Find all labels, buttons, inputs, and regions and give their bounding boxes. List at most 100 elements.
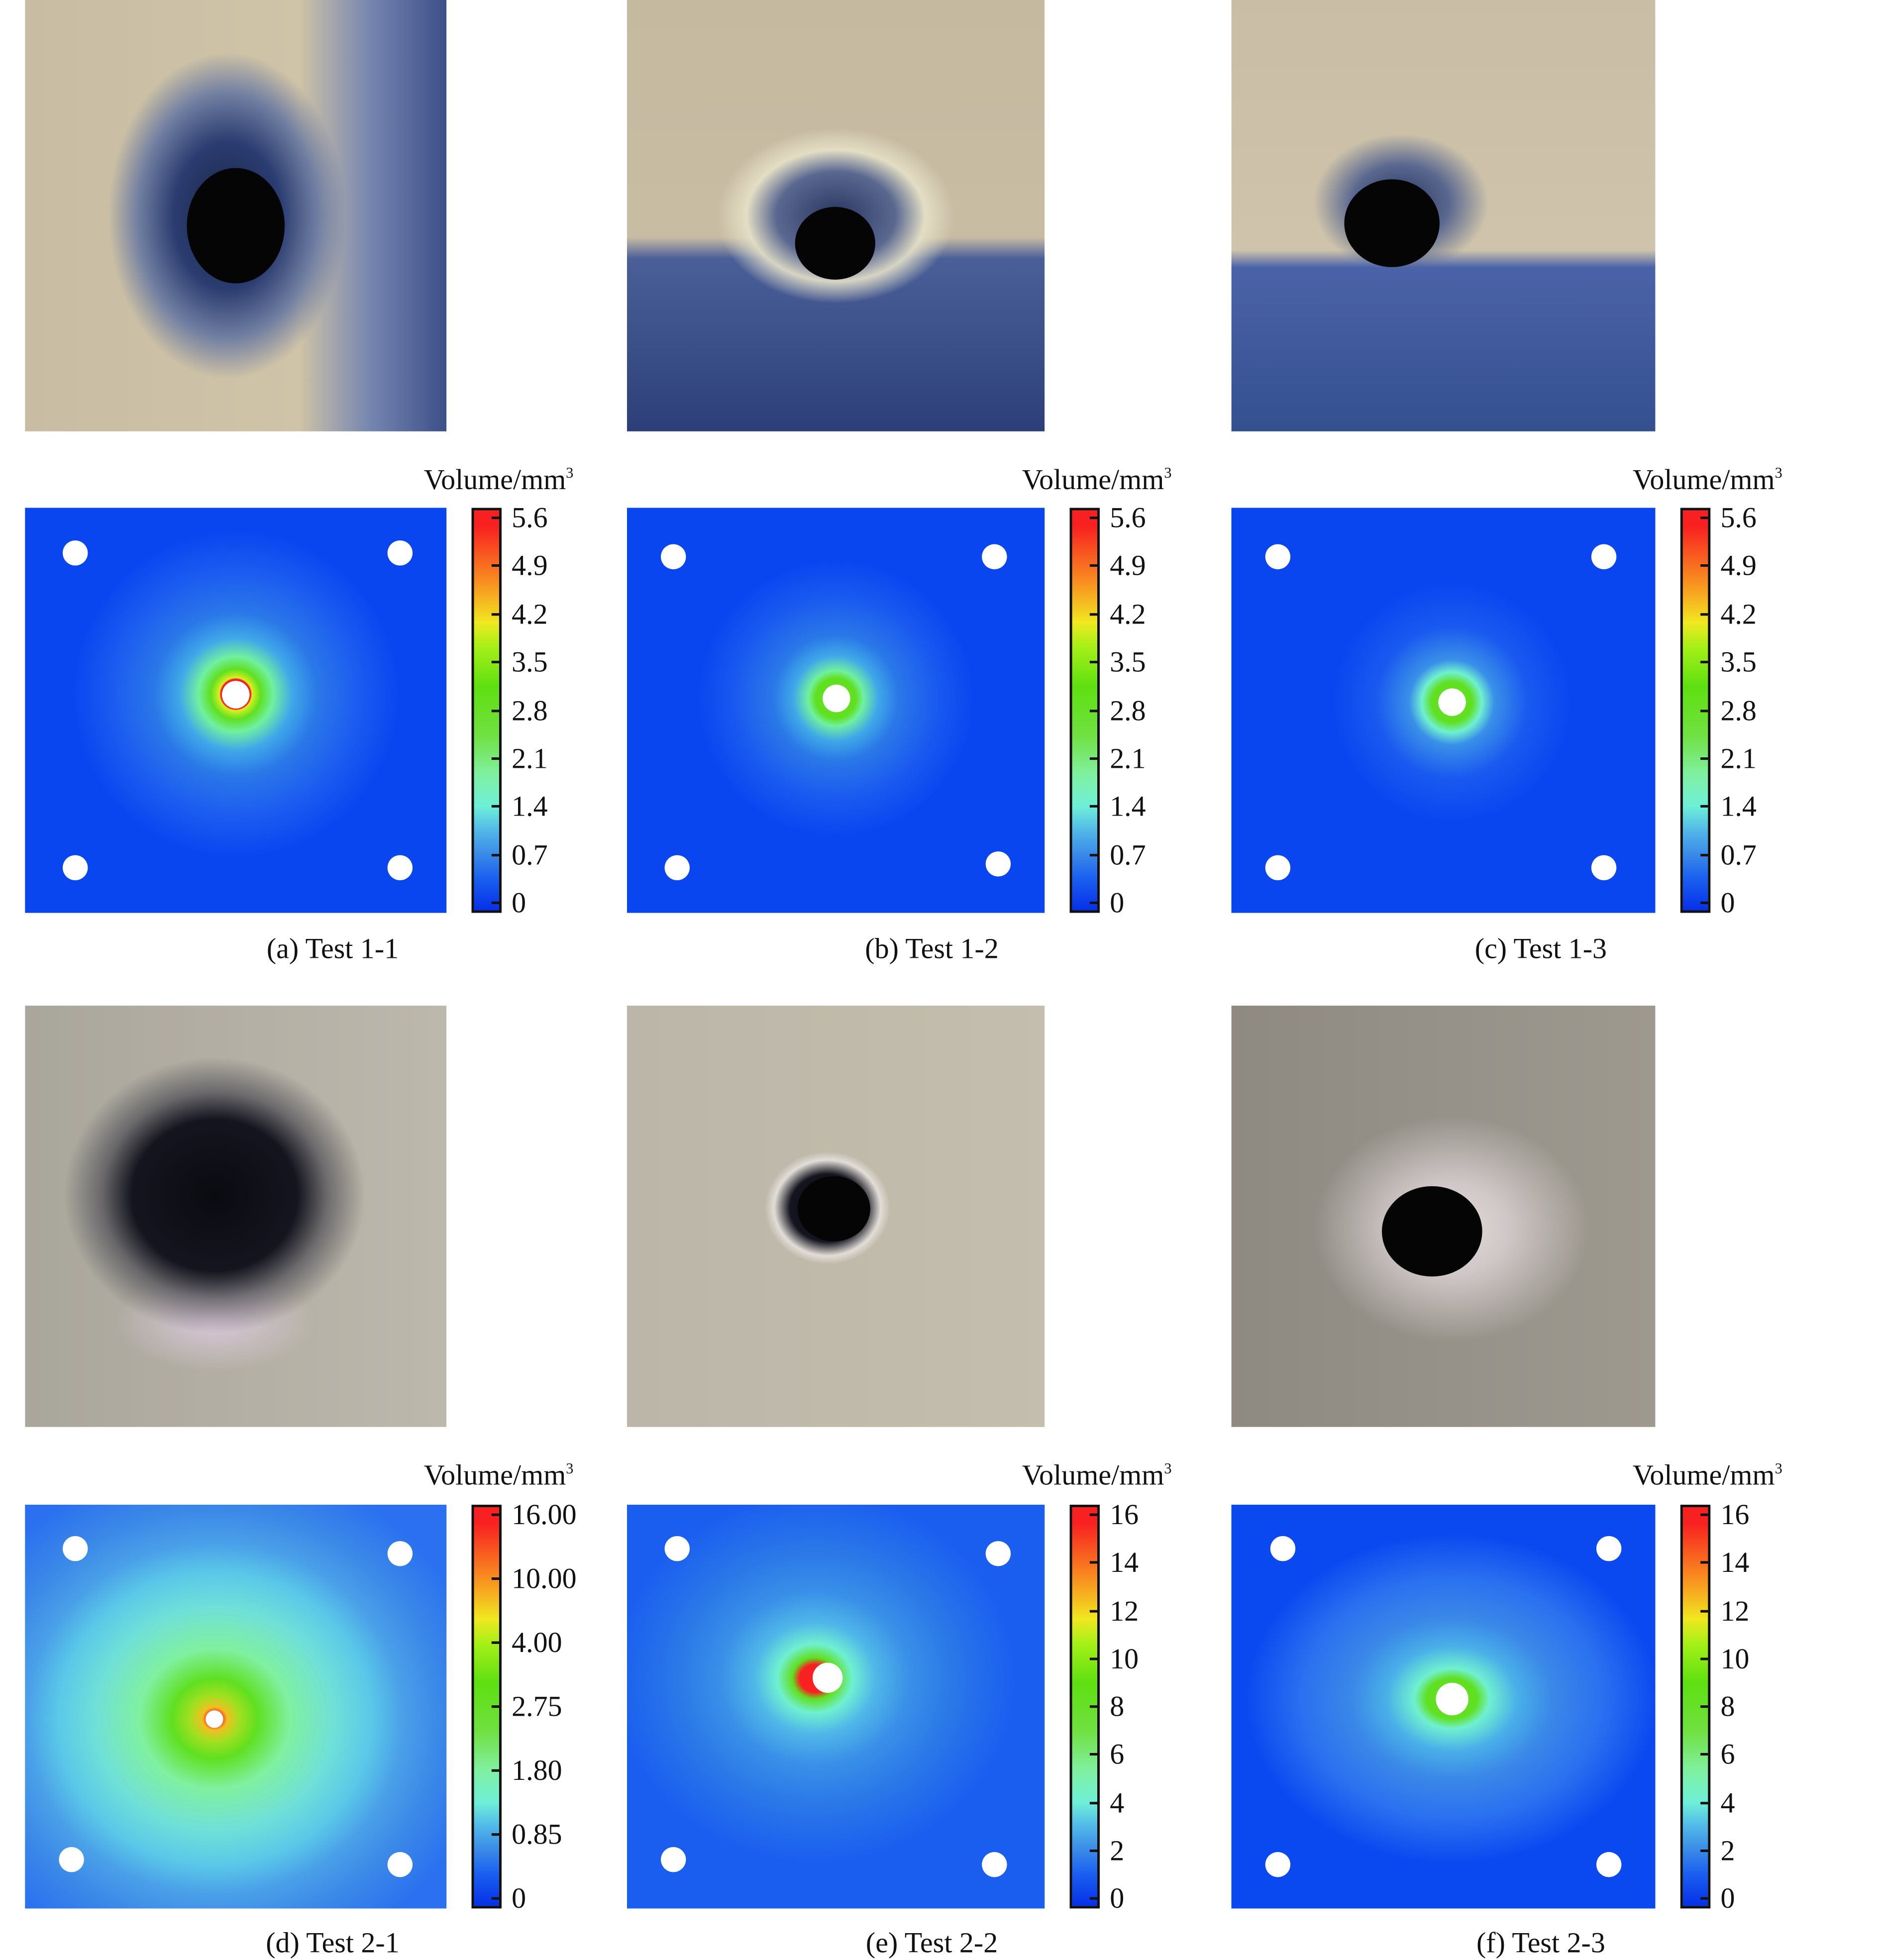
colorbar-tick: [1700, 1849, 1708, 1852]
bolt-hole: [387, 1851, 413, 1877]
colorbar-tick-label: 2.8: [512, 695, 548, 726]
perforation-hole: [797, 1176, 870, 1241]
impact-hole: [822, 684, 850, 712]
colorbar-tick-label: 4.9: [1110, 550, 1146, 582]
colorbar-tick: [1089, 613, 1097, 616]
colorbar-tick-label: 10.00: [512, 1563, 577, 1595]
bolt-hole: [387, 539, 413, 565]
colorbar-tick: [1700, 1753, 1708, 1756]
colorbar-tick: [1700, 901, 1708, 904]
colorbar-title: Volume/mm3: [423, 1459, 574, 1491]
panel-caption: (e) Test 2-2: [865, 1927, 998, 1959]
bolt-hole: [986, 851, 1012, 877]
bolt-hole: [982, 544, 1007, 569]
perforation-hole: [1344, 179, 1440, 267]
volume-contour-map: [627, 1505, 1045, 1909]
colorbar-tick-label: 0: [512, 887, 526, 919]
bolt-hole: [63, 855, 89, 881]
bolt-hole: [664, 855, 690, 881]
bolt-hole: [1265, 855, 1291, 881]
colorbar-tick-label: 8: [1110, 1691, 1125, 1723]
impact-hole: [812, 1663, 843, 1694]
colorbar-tick: [1700, 516, 1708, 519]
bolt-hole: [1596, 1537, 1621, 1562]
colorbar-tick: [1089, 661, 1097, 664]
bolt-hole: [660, 1847, 686, 1873]
colorbar-tick-label: 12: [1110, 1595, 1139, 1627]
volume-contour-map: [25, 1505, 447, 1909]
colorbar-tick: [1089, 901, 1097, 904]
colorbar-tick: [491, 1705, 499, 1708]
perforation-hole: [795, 206, 875, 280]
specimen-photo: [25, 1006, 447, 1427]
colorbar-tick: [491, 1833, 499, 1836]
colorbar-tick-label: 4.00: [512, 1627, 562, 1658]
colorbar-tick: [491, 805, 499, 808]
colorbar-title-superscript: 3: [566, 464, 574, 482]
colorbar-tick: [491, 613, 499, 616]
colorbar-tick-label: 10: [1720, 1643, 1750, 1674]
panel-caption: (f) Test 2-3: [1476, 1927, 1605, 1959]
colorbar-tick-label: 4.9: [512, 550, 548, 582]
colorbar-tick: [491, 1897, 499, 1900]
colorbar-tick-label: 0.7: [1720, 839, 1757, 871]
colorbar-tick-label: 16: [1110, 1499, 1139, 1531]
colorbar-tick: [1089, 1609, 1097, 1612]
impact-hole: [1435, 1682, 1468, 1715]
colorbar-tick: [1700, 1657, 1708, 1660]
bolt-hole: [660, 544, 686, 569]
colorbar-tick-label: 1.4: [1110, 791, 1146, 823]
colorbar-tick-label: 2.8: [1110, 695, 1146, 726]
bolt-hole: [1265, 544, 1291, 569]
colorbar: [1069, 508, 1100, 913]
colorbar-tick-label: 12: [1720, 1595, 1750, 1627]
colorbar-tick: [1089, 1849, 1097, 1852]
colorbar-tick-label: 14: [1720, 1547, 1750, 1579]
colorbar-tick-label: 2.1: [512, 742, 548, 774]
colorbar-title: Volume/mm3: [1633, 464, 1782, 496]
colorbar-tick: [491, 757, 499, 760]
colorbar-tick-label: 0.85: [512, 1819, 562, 1851]
colorbar-tick: [491, 564, 499, 567]
colorbar-tick-label: 2.1: [1720, 742, 1757, 774]
colorbar-tick: [491, 1513, 499, 1516]
perforation-hole: [187, 168, 285, 284]
colorbar-tick: [1089, 1801, 1097, 1804]
colorbar-tick: [1700, 1705, 1708, 1708]
colorbar-tick: [1700, 1513, 1708, 1516]
colorbar-title-superscript: 3: [566, 1459, 574, 1477]
bolt-hole: [387, 1541, 413, 1566]
colorbar-title: Volume/mm3: [1022, 464, 1172, 496]
bolt-hole: [1596, 1851, 1621, 1877]
colorbar-title-superscript: 3: [1775, 1459, 1782, 1477]
colorbar-tick-label: 5.6: [512, 502, 548, 534]
colorbar-tick-label: 4: [1110, 1787, 1125, 1818]
impact-hole: [206, 1710, 224, 1728]
colorbar-tick-label: 1.80: [512, 1754, 562, 1786]
colorbar-tick-label: 6: [1110, 1739, 1125, 1770]
colorbar-title: Volume/mm3: [1633, 1459, 1782, 1491]
colorbar-tick: [1089, 1753, 1097, 1756]
colorbar-tick: [1089, 564, 1097, 567]
colorbar-tick-label: 2: [1720, 1835, 1735, 1866]
colorbar-tick: [1089, 1561, 1097, 1564]
colorbar-tick: [1089, 516, 1097, 519]
bolt-hole: [664, 1537, 690, 1562]
colorbar-tick-label: 4.2: [1720, 598, 1757, 630]
colorbar-title-superscript: 3: [1775, 464, 1782, 482]
colorbar-tick-label: 16: [1720, 1499, 1750, 1531]
colorbar-tick-label: 10: [1110, 1643, 1139, 1674]
colorbar-tick-label: 1.4: [1720, 791, 1757, 823]
colorbar-tick: [491, 1769, 499, 1772]
colorbar-tick-label: 16.00: [512, 1499, 577, 1531]
bolt-hole: [63, 539, 89, 565]
volume-contour-map: [1231, 508, 1656, 913]
colorbar-title: Volume/mm3: [423, 464, 574, 496]
specimen-photo: [627, 1006, 1045, 1427]
colorbar-tick-label: 4: [1720, 1787, 1735, 1818]
colorbar: [1680, 508, 1711, 913]
specimen-photo: [627, 0, 1045, 431]
colorbar-tick: [1089, 709, 1097, 712]
panel-caption: (a) Test 1-1: [266, 932, 399, 964]
colorbar-tick: [1700, 853, 1708, 856]
